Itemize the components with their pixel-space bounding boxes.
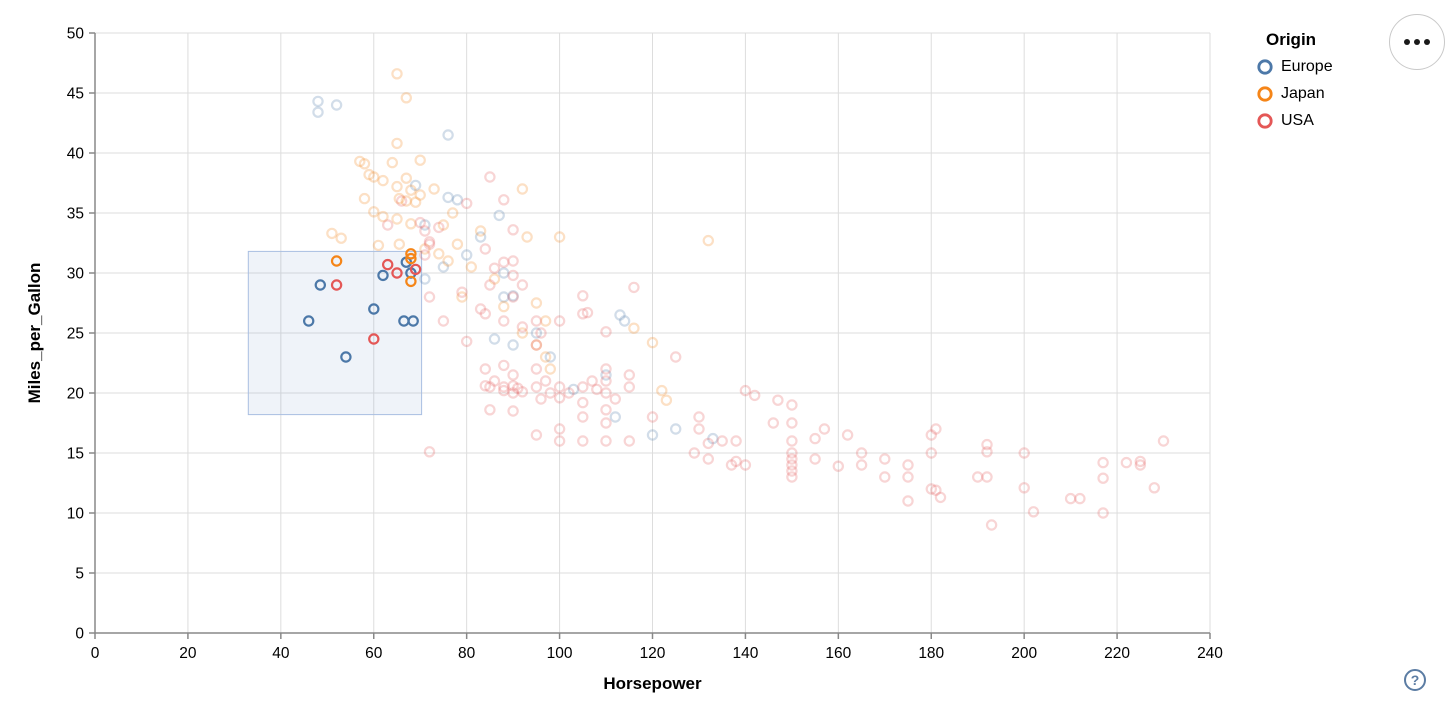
legend-entry-japan: Japan [1256, 85, 1333, 103]
svg-text:60: 60 [365, 645, 383, 662]
ellipsis-icon [1424, 39, 1430, 45]
scatter-points [303, 68, 1170, 531]
svg-text:25: 25 [67, 326, 84, 343]
svg-text:140: 140 [732, 645, 758, 662]
svg-text:200: 200 [1011, 645, 1037, 662]
japan-symbol-icon [1257, 86, 1273, 102]
svg-text:30: 30 [67, 266, 85, 283]
svg-text:160: 160 [825, 645, 851, 662]
usa-symbol-icon [1257, 113, 1273, 129]
y-axis-title: Miles_per_Gallon [25, 263, 44, 404]
svg-text:180: 180 [918, 645, 944, 662]
svg-text:80: 80 [458, 645, 476, 662]
svg-text:35: 35 [67, 206, 84, 223]
gridlines [95, 32, 1211, 633]
options-menu-button[interactable] [1389, 14, 1445, 70]
svg-text:45: 45 [67, 86, 84, 103]
legend-entry-europe: Europe [1256, 58, 1333, 76]
legend-entry-label: Europe [1281, 58, 1333, 75]
svg-text:20: 20 [67, 386, 85, 403]
svg-text:0: 0 [75, 626, 84, 643]
help-icon-glyph: ? [1410, 672, 1420, 688]
svg-text:40: 40 [67, 146, 85, 163]
svg-text:0: 0 [91, 645, 100, 662]
legend-entries: Europe Japan USA [1256, 58, 1333, 130]
help-icon[interactable]: ? [1404, 669, 1426, 691]
svg-text:120: 120 [640, 645, 666, 662]
svg-text:100: 100 [547, 645, 573, 662]
brush-selection[interactable] [247, 250, 423, 416]
svg-text:20: 20 [179, 645, 197, 662]
ellipsis-icon [1414, 39, 1420, 45]
svg-text:220: 220 [1104, 645, 1130, 662]
svg-text:5: 5 [75, 566, 84, 583]
axes: 0 20 40 60 80 100 120 140 160 180 200 220 240 0 5 10 15 2… [25, 26, 1223, 694]
svg-text:40: 40 [272, 645, 290, 662]
europe-symbol-icon [1257, 59, 1273, 75]
legend-entry-label: Japan [1281, 85, 1325, 102]
svg-text:15: 15 [67, 446, 84, 463]
legend: Origin Europe Japan USA [1256, 30, 1333, 139]
svg-text:10: 10 [67, 506, 85, 523]
legend-entry-label: USA [1281, 112, 1314, 129]
legend-title: Origin [1266, 30, 1317, 49]
ellipsis-icon [1404, 39, 1410, 45]
legend-entry-usa: USA [1256, 112, 1333, 130]
svg-text:50: 50 [67, 26, 85, 43]
svg-text:240: 240 [1197, 645, 1223, 662]
x-axis-title: Horsepower [603, 674, 702, 693]
